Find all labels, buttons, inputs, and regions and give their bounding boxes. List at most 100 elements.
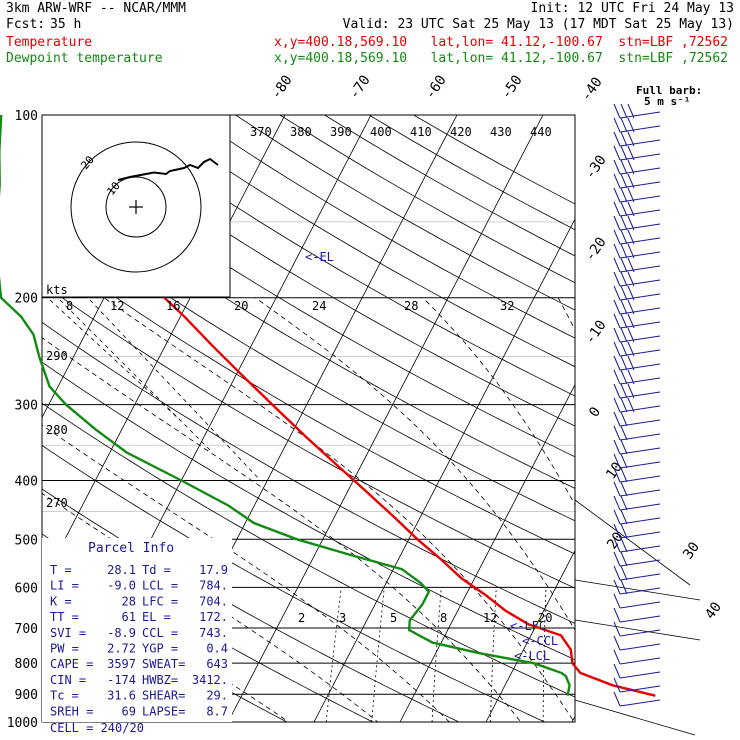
- plot-frame: [41, 114, 576, 723]
- level-annotation: <-LFC: [510, 619, 546, 633]
- parcel-field-value: 31.6: [107, 689, 136, 703]
- parcel-field-label: LAPSE=: [142, 704, 185, 718]
- barb-legend-title: Full barb:: [636, 84, 702, 97]
- level-annotation: <-EL: [305, 250, 334, 264]
- isotherm: [313, 218, 575, 722]
- theta-label: 410: [410, 125, 432, 139]
- theta-label: 440: [530, 125, 552, 139]
- parcel-field-label: LCL =: [142, 579, 178, 593]
- wind-barb: [613, 173, 661, 189]
- wind-barb: [613, 103, 661, 119]
- wind-barb: [613, 327, 661, 343]
- parcel-field-value: 69: [122, 704, 136, 718]
- dewpoint-legend-info: x,y=400.18,569.10 lat,lon= 41.12,-100.67…: [274, 51, 728, 66]
- parcel-field-label: Td =: [142, 563, 171, 577]
- parcel-field-label: SREH =: [50, 704, 93, 718]
- parcel-field-label: YGP =: [142, 642, 178, 656]
- hodograph-trace: [117, 157, 219, 181]
- theta-label: 430: [490, 125, 512, 139]
- isotherm-label: -80: [268, 72, 296, 102]
- wind-barb: [613, 439, 661, 455]
- wind-barb: [613, 201, 661, 217]
- parcel-field-value: 28: [122, 594, 136, 608]
- dry-adiabat: [42, 245, 575, 555]
- init-time: Init: 12 UTC Fri 24 May 13: [530, 1, 735, 16]
- pressure-tick-label: 1000: [7, 716, 38, 731]
- dry-adiabat: [42, 361, 575, 661]
- parcel-field-label: SWEAT=: [142, 657, 185, 671]
- parcel-field-value: 28.1: [107, 563, 136, 577]
- hodograph-scale-label: 12: [110, 299, 124, 313]
- dry-adiabat: [57, 115, 575, 427]
- isotherm: [42, 115, 286, 585]
- skew-extension-line: [574, 699, 696, 736]
- theta-label: 400: [370, 125, 392, 139]
- isotherm: [399, 383, 575, 722]
- moist-adiabat: [42, 424, 450, 722]
- parcel-field-value: -8.9: [107, 626, 136, 640]
- dry-adiabat: [42, 321, 575, 624]
- level-annotation: <-LCL: [514, 649, 550, 663]
- theta-label: 270: [46, 496, 68, 510]
- parcel-field-value: 3597: [107, 657, 136, 671]
- wind-barb: [613, 649, 661, 665]
- parcel-field-value: 3412.: [192, 673, 228, 687]
- hodograph-ring: [105, 176, 167, 238]
- model-title: 3km ARW-WRF -- NCAR/MMM: [6, 1, 187, 16]
- parcel-field-value: 172.: [199, 610, 228, 624]
- hodograph-scale-label: 24: [312, 299, 326, 313]
- hodograph-scale-label: 28: [404, 299, 418, 313]
- parcel-cell: CELL = 240/20: [50, 721, 144, 735]
- barb-legend-value: 5 m s⁻¹: [644, 95, 690, 108]
- parcel-field-label: TT =: [50, 610, 79, 624]
- parcel-field-label: LFC =: [142, 594, 178, 608]
- theta-label: 420: [450, 125, 472, 139]
- wind-barb: [613, 145, 661, 161]
- parcel-field-label: Tc =: [50, 689, 79, 703]
- wind-barb: [613, 397, 661, 413]
- wind-barb: [613, 607, 661, 623]
- isotherm-label: -30: [582, 152, 610, 182]
- mixing-ratio-line: [611, 587, 612, 722]
- wind-barb: [613, 453, 661, 469]
- parcel-field-label: LI =: [50, 579, 79, 593]
- moist-adiabat: [557, 297, 575, 332]
- parcel-field-value: 2.72: [107, 642, 136, 656]
- hodograph-scale-label: 8: [66, 299, 73, 313]
- skew-extension-line: [574, 499, 691, 586]
- parcel-field-label: SVI =: [50, 626, 86, 640]
- wind-barb: [613, 187, 661, 203]
- mixing-ratio-line: [431, 587, 442, 722]
- parcel-field-label: K =: [50, 594, 72, 608]
- parcel-field-label: EL =: [142, 610, 171, 624]
- wind-barb: [613, 159, 661, 175]
- wind-barb: [613, 635, 661, 651]
- isotherm-label: -20: [582, 234, 610, 264]
- dry-adiabat: [101, 115, 575, 397]
- wind-barb: [613, 663, 661, 679]
- wind-barb: [613, 243, 661, 259]
- parcel-field-label: CAPE =: [50, 657, 93, 671]
- wind-barb: [613, 285, 661, 301]
- wind-barb: [613, 383, 661, 399]
- wind-barb: [613, 551, 661, 567]
- parcel-field-label: HWBZ=: [142, 673, 178, 687]
- theta-label: 290: [46, 349, 68, 363]
- theta-label: 390: [330, 125, 352, 139]
- wind-barb: [613, 355, 661, 371]
- pressure-tick-label: 500: [15, 533, 38, 548]
- pressure-tick-label: 100: [15, 109, 38, 124]
- wind-barb: [613, 467, 661, 483]
- pressure-tick-label: 600: [15, 581, 38, 596]
- mixing-ratio-label: 20: [538, 611, 552, 625]
- isotherm-label: 30: [680, 539, 703, 562]
- hodograph-scale-label: 32: [500, 299, 514, 313]
- dewpoint-legend-label: Dewpoint temperature: [6, 51, 163, 66]
- wind-barb: [613, 131, 661, 147]
- wind-barb: [613, 411, 661, 427]
- hodograph-ring: [70, 141, 202, 273]
- parcel-field-label: T =: [50, 563, 72, 577]
- parcel-field-value: 8.7: [206, 704, 228, 718]
- dry-adiabat: [190, 115, 575, 339]
